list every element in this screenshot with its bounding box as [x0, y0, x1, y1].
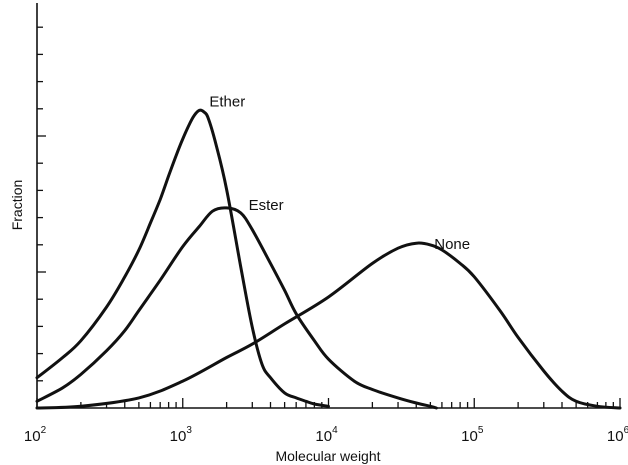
- x-tick-label: 106: [607, 425, 628, 445]
- x-axis-title: Molecular weight: [275, 448, 380, 464]
- y-axis-title: Fraction: [9, 180, 25, 231]
- axes: [36, 3, 621, 409]
- x-tick-label: 105: [461, 425, 484, 445]
- curves: [35, 108, 622, 410]
- x-tick-label: 102: [24, 425, 47, 445]
- x-tick-label: 104: [315, 425, 338, 445]
- series-none-line: [35, 241, 622, 410]
- labels: 102 103 104 105 106 Molecular weight Fraction E…: [9, 93, 628, 464]
- series-ester-line: [35, 206, 438, 410]
- x-tick-label: 103: [170, 425, 193, 445]
- series-ester-label: Ester: [249, 197, 284, 214]
- series-ether-label: Ether: [209, 93, 245, 110]
- series-ether-line: [35, 108, 330, 408]
- series-none-label: None: [434, 236, 470, 253]
